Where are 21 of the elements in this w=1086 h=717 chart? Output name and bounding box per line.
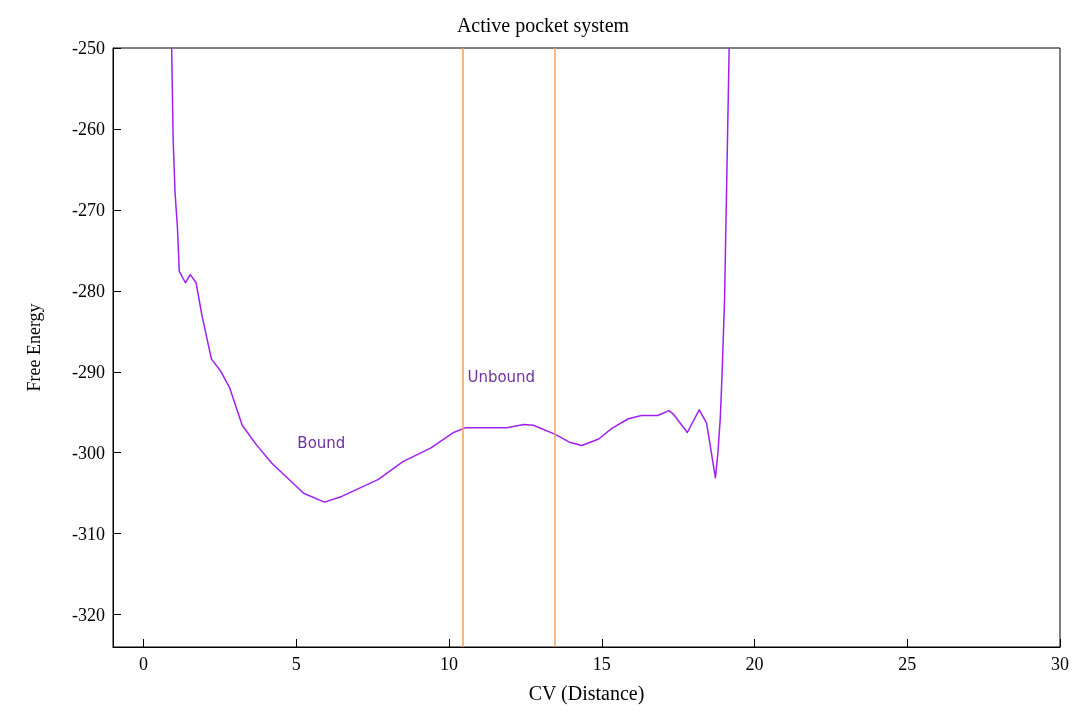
chart-title: Active pocket system [456,14,630,37]
annotation: Bound [297,434,346,453]
y-tick-label: -280 [72,280,105,301]
x-tick-label: 25 [898,654,917,674]
y-tick-label: -290 [72,361,105,382]
y-tick-label: -320 [72,604,105,625]
x-tick-label: 10 [440,654,459,674]
annotation: Unbound [467,368,536,387]
y-tick-label: -270 [72,199,105,220]
x-tick-label: 20 [745,654,764,674]
x-tick-label: 30 [1051,654,1069,674]
y-tick-label: -250 [72,38,105,58]
x-tick-label: 0 [139,654,149,674]
y-tick-label: -310 [72,523,105,544]
x-tick-label: 5 [291,654,301,674]
x-tick-label: 15 [592,654,611,674]
x-axis-title: CV (Distance) [528,682,645,705]
line-series [170,47,730,503]
y-axis-title: Free Energy [24,303,44,392]
y-tick-label: -300 [72,442,105,463]
y-tick-label: -260 [72,118,105,139]
